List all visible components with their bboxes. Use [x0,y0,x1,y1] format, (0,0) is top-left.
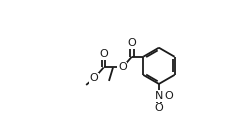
Text: N: N [155,91,163,101]
Text: O: O [155,103,163,113]
Text: O: O [99,49,108,59]
Text: O: O [118,62,127,72]
Text: O: O [90,73,99,83]
Text: O: O [127,38,136,48]
Text: O: O [165,91,173,101]
